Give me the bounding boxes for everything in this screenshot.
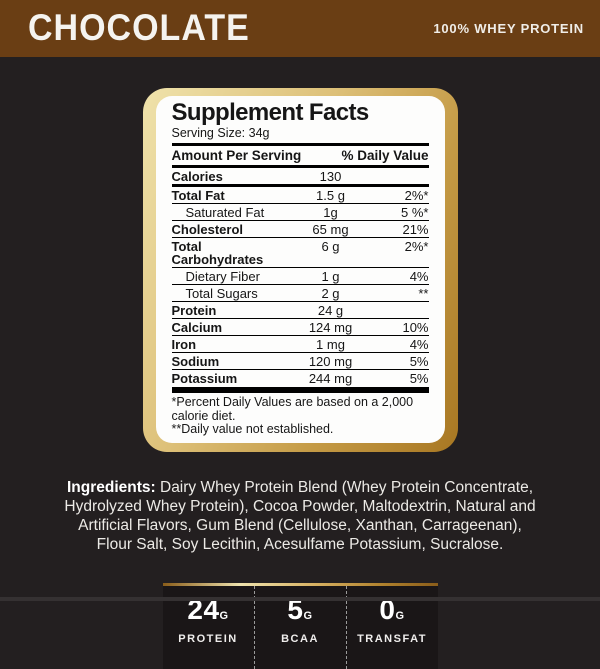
product-type-label: 100% WHEY PROTEIN xyxy=(433,21,584,36)
table-row-dietary-fiber: Dietary Fiber 1 g 4% xyxy=(171,267,429,284)
nutrient-name: Saturated Fat xyxy=(185,204,265,220)
nutrient-name: Total Sugars xyxy=(185,285,258,301)
table-row-calories: Calories 130 xyxy=(172,168,429,184)
nutrient-name: Calcium xyxy=(171,319,223,335)
table-header-row: Amount Per Serving % Daily Value xyxy=(171,143,429,168)
nutrient-amount: 65 mg xyxy=(312,221,349,237)
nutrient-amount: 2 g xyxy=(321,285,340,301)
stat-protein-label: PROTEIN xyxy=(178,632,238,645)
table-row-iron: Iron 1 mg 4% xyxy=(171,335,429,352)
nutrient-amount: 1g xyxy=(323,204,338,220)
nutrient-name: Total Fat xyxy=(171,187,225,203)
nutrient-name: Protein xyxy=(171,302,217,318)
table-row-protein: Protein 24 g xyxy=(171,301,429,318)
flavor-title: CHOCOLATE xyxy=(28,7,250,49)
bottom-strip xyxy=(0,597,600,601)
nutrient-daily-value: 5% xyxy=(409,353,429,369)
ingredients-paragraph: Ingredients: Dairy Whey Protein Blend (W… xyxy=(61,478,539,554)
nutrient-name: Calories xyxy=(171,168,223,184)
nutrient-amount: 6 g xyxy=(321,238,340,254)
table-row-cholesterol: Cholesterol 65 mg 21% xyxy=(171,220,429,237)
nutrient-name: Total Carbohydrates xyxy=(171,238,264,267)
nutrient-amount: 1 mg xyxy=(316,336,345,352)
stat-transfat-label: TRANSFAT xyxy=(357,632,427,645)
stat-bcaa-unit: G xyxy=(303,609,313,622)
column-daily-value: % Daily Value xyxy=(341,148,429,163)
nutrient-name: Cholesterol xyxy=(171,221,244,237)
serving-size: Serving Size: 34g xyxy=(171,126,270,140)
nutrient-daily-value: 10% xyxy=(402,319,429,335)
nutrient-daily-value: ** xyxy=(418,285,429,301)
supplement-facts-inner: Supplement Facts Serving Size: 34g Amoun… xyxy=(155,96,445,443)
nutrient-amount: 130 xyxy=(319,168,342,184)
nutrient-name: Dietary Fiber xyxy=(185,268,260,284)
table-row-potassium: Potassium 244 mg 5% xyxy=(171,369,429,386)
table-row-sodium: Sodium 120 mg 5% xyxy=(171,352,429,369)
stat-bcaa-label: BCAA xyxy=(281,632,319,645)
nutrient-daily-value: 5% xyxy=(409,370,429,386)
nutrient-amount: 1 g xyxy=(321,268,340,284)
footnote-daily-values: *Percent Daily Values are based on a 2,0… xyxy=(171,395,414,423)
table-row-saturated-fat: Saturated Fat 1g 5 %* xyxy=(171,203,429,220)
ingredients-label: Ingredients: xyxy=(66,478,156,496)
gold-divider-line xyxy=(162,582,438,586)
footnote-not-established: **Daily value not established. xyxy=(171,422,334,436)
nutrient-name: Potassium xyxy=(171,370,238,386)
header-bar: CHOCOLATE 100% WHEY PROTEIN xyxy=(0,0,600,57)
nutrient-daily-value: 5 %* xyxy=(401,204,429,220)
nutrient-daily-value: 21% xyxy=(402,221,429,237)
nutrient-name: Sodium xyxy=(171,353,220,369)
nutrient-name: Iron xyxy=(171,336,197,352)
stat-transfat-unit: G xyxy=(395,609,405,622)
table-row-total-fat: Total Fat 1.5 g 2%* xyxy=(171,184,429,203)
nutrient-daily-value: 4% xyxy=(409,336,429,352)
nutrient-daily-value: 4% xyxy=(409,268,429,284)
supplement-facts-panel: Supplement Facts Serving Size: 34g Amoun… xyxy=(142,88,458,452)
table-row-total-sugars: Total Sugars 2 g ** xyxy=(171,284,429,301)
stats-section: 24G PROTEIN 5G BCAA 0G TRANSFAT xyxy=(162,582,438,669)
nutrient-daily-value: 2%* xyxy=(404,238,429,254)
column-amount-per-serving: Amount Per Serving xyxy=(171,148,302,163)
thick-divider-bar xyxy=(171,387,429,393)
nutrient-daily-value: 2%* xyxy=(404,187,429,203)
stat-protein-unit: G xyxy=(219,609,229,622)
supplement-facts-title: Supplement Facts xyxy=(171,99,370,126)
nutrient-amount: 1.5 g xyxy=(316,187,345,203)
nutrient-amount: 24 g xyxy=(317,302,344,318)
ingredients-text: Dairy Whey Protein Blend (Whey Protein C… xyxy=(64,478,536,553)
nutrient-amount: 244 mg xyxy=(308,370,353,386)
table-row-calcium: Calcium 124 mg 10% xyxy=(171,318,429,335)
table-row-total-carbohydrates: Total Carbohydrates 6 g 2%* xyxy=(171,237,429,267)
nutrient-amount: 124 mg xyxy=(308,319,353,335)
nutrient-amount: 120 mg xyxy=(308,353,353,369)
